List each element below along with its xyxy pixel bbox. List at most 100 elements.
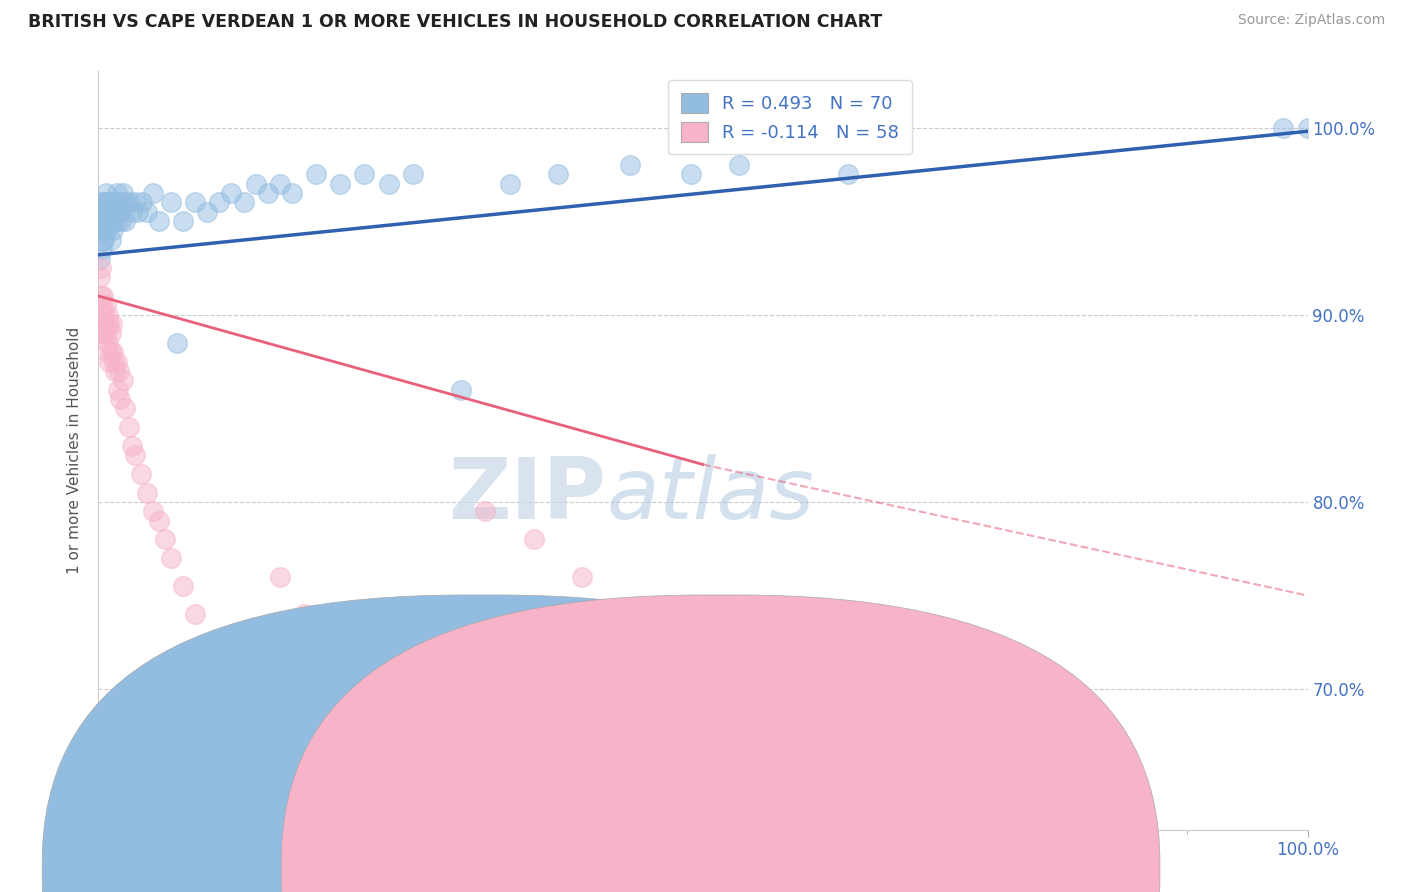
Point [96, 195, 118, 210]
Point [329, 635, 352, 649]
Point [269, 570, 291, 584]
Point [1272, 120, 1295, 135]
Point [256, 186, 278, 200]
Point [377, 682, 399, 697]
Point [619, 158, 641, 172]
Point [90, 223, 112, 237]
Point [124, 448, 146, 462]
Point [160, 551, 183, 566]
Point [110, 214, 132, 228]
Point [142, 186, 165, 200]
Point [114, 214, 136, 228]
Text: British: British [508, 856, 561, 874]
Text: ZIP: ZIP [449, 454, 606, 538]
Point [100, 317, 122, 331]
Point [121, 439, 143, 453]
Text: atlas: atlas [606, 454, 814, 538]
Point [111, 373, 134, 387]
Point [91, 214, 114, 228]
Point [93, 233, 115, 247]
Point [108, 364, 131, 378]
Point [96, 345, 118, 359]
Point [148, 514, 170, 528]
Text: Source: ZipAtlas.com: Source: ZipAtlas.com [1237, 13, 1385, 28]
Point [281, 186, 304, 200]
Point [129, 467, 152, 481]
Point [402, 167, 425, 181]
Point [90, 260, 112, 275]
Point [135, 204, 157, 219]
Point [111, 186, 134, 200]
Point [93, 308, 115, 322]
Point [100, 233, 122, 247]
Point [108, 204, 131, 219]
Point [245, 177, 267, 191]
Point [96, 223, 118, 237]
Point [91, 317, 114, 331]
Point [135, 485, 157, 500]
Point [94, 214, 117, 228]
Point [103, 354, 125, 368]
Point [107, 383, 129, 397]
Point [89, 270, 111, 285]
Point [89, 252, 111, 266]
Point [450, 383, 472, 397]
Point [728, 158, 751, 172]
Point [184, 607, 207, 622]
Point [101, 345, 124, 359]
Point [245, 729, 267, 743]
Point [98, 354, 121, 368]
Point [142, 504, 165, 518]
Point [353, 167, 375, 181]
Point [195, 204, 218, 219]
Point [96, 317, 118, 331]
Point [94, 186, 117, 200]
Point [523, 533, 546, 547]
Point [94, 326, 117, 341]
Point [100, 326, 122, 341]
Text: BRITISH VS CAPE VERDEAN 1 OR MORE VEHICLES IN HOUSEHOLD CORRELATION CHART: BRITISH VS CAPE VERDEAN 1 OR MORE VEHICL… [28, 13, 883, 31]
Point [208, 664, 231, 678]
Point [105, 354, 128, 368]
Point [184, 195, 207, 210]
Point [91, 289, 114, 303]
Point [131, 195, 153, 210]
Point [114, 401, 136, 416]
Point [160, 195, 183, 210]
Legend: R = 0.493   N = 70, R = -0.114   N = 58: R = 0.493 N = 70, R = -0.114 N = 58 [668, 80, 911, 154]
Point [108, 392, 131, 406]
Point [837, 167, 859, 181]
Point [426, 710, 449, 724]
Point [679, 167, 702, 181]
Point [118, 420, 141, 434]
Point [994, 776, 1017, 790]
Point [93, 195, 115, 210]
Point [98, 214, 121, 228]
Point [195, 645, 218, 659]
Point [94, 298, 117, 312]
Point [93, 223, 115, 237]
Point [91, 326, 114, 341]
Point [100, 214, 122, 228]
Point [148, 214, 170, 228]
Point [91, 242, 114, 256]
Point [100, 195, 122, 210]
Point [104, 195, 127, 210]
Point [118, 195, 141, 210]
Point [305, 167, 328, 181]
Point [103, 204, 125, 219]
Point [93, 326, 115, 341]
Point [232, 195, 254, 210]
Point [100, 204, 122, 219]
Point [107, 204, 129, 219]
Y-axis label: 1 or more Vehicles in Household: 1 or more Vehicles in Household [67, 326, 83, 574]
Point [221, 691, 243, 706]
Point [98, 317, 121, 331]
Point [910, 757, 932, 772]
Point [679, 645, 702, 659]
Point [166, 335, 188, 350]
Point [91, 298, 114, 312]
Point [1296, 120, 1319, 135]
Point [172, 579, 194, 593]
Point [498, 177, 520, 191]
